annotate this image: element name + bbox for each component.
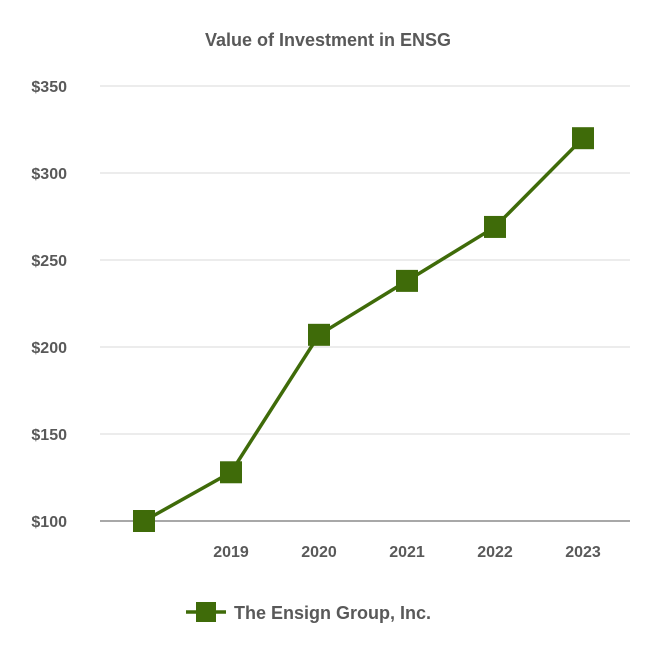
legend-square-marker	[196, 602, 216, 622]
gridlines	[100, 85, 630, 435]
y-tick-label: $250	[31, 253, 67, 270]
data-point-marker	[396, 269, 418, 292]
y-tick-label: $150	[31, 427, 67, 444]
x-tick-label: 2022	[477, 544, 513, 561]
chart-title: Value of Investment in ENSG	[205, 30, 451, 50]
y-axis-tick-labels: $100 $150 $200 $250 $300 $350	[31, 79, 67, 531]
x-tick-label: 2021	[389, 544, 425, 561]
data-point-marker	[133, 510, 155, 532]
y-tick-label: $300	[31, 166, 67, 183]
series-layer	[133, 127, 594, 532]
legend: The Ensign Group, Inc.	[186, 602, 431, 623]
y-tick-label: $350	[31, 79, 67, 96]
x-tick-label: 2023	[565, 544, 601, 561]
data-point-marker	[572, 127, 594, 150]
y-tick-label: $100	[31, 514, 67, 531]
x-axis-tick-labels: 2019 2020 2021 2022 2023	[213, 544, 601, 561]
x-tick-label: 2019	[213, 544, 249, 561]
data-point-marker	[308, 323, 330, 346]
series-line	[143, 136, 585, 523]
legend-label: The Ensign Group, Inc.	[234, 603, 431, 623]
y-tick-label: $200	[31, 340, 67, 357]
data-point-marker	[220, 461, 242, 484]
x-tick-label: 2020	[301, 544, 337, 561]
data-point-marker	[484, 215, 506, 238]
